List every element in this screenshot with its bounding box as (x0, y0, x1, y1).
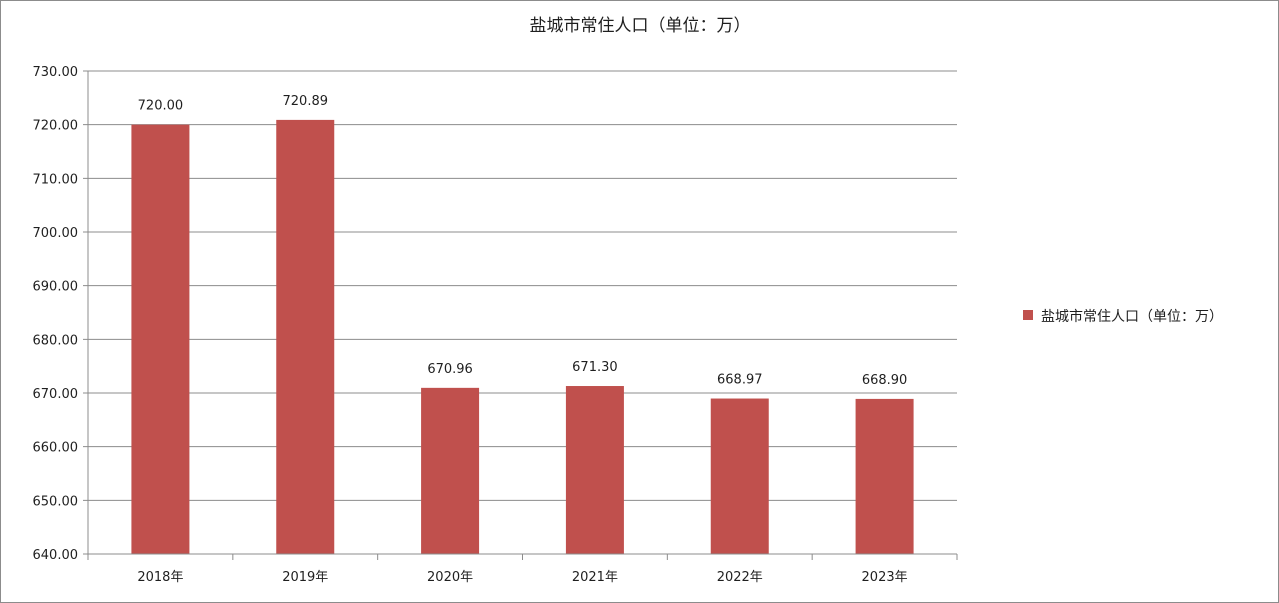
y-tick-label: 710.00 (33, 172, 79, 187)
y-tick-label: 660.00 (33, 441, 79, 456)
gridlines (83, 70, 957, 555)
data-label: 720.89 (283, 94, 329, 109)
x-tick-label: 2021年 (572, 570, 618, 585)
x-tick-label: 2018年 (137, 570, 183, 585)
bar (855, 398, 914, 554)
legend-swatch (1023, 310, 1033, 320)
y-tick-label: 670.00 (33, 387, 79, 402)
y-tick-label: 730.00 (33, 65, 79, 80)
bar (421, 387, 480, 554)
x-axis (87, 71, 958, 560)
x-tick-label: 2020年 (427, 570, 473, 585)
bars (131, 119, 914, 555)
y-axis-tick-labels: 640.00 650.00 660.00 670.00 680.00 690.00 700.… (33, 65, 79, 563)
data-labels: 720.00 720.89 670.96 671.30 668.97 668.90 (138, 94, 908, 388)
x-axis-tick-labels: 2018年 2019年 2020年 2021年 2022年 2023年 (137, 570, 907, 585)
legend: 盐城市常住人口（单位：万） (1023, 308, 1223, 325)
legend-label: 盐城市常住人口（单位：万） (1041, 308, 1223, 325)
chart-title: 盐城市常住人口（单位：万） (530, 16, 751, 36)
x-tick-label: 2023年 (862, 570, 908, 585)
y-tick-label: 680.00 (33, 333, 79, 348)
data-label: 670.96 (427, 362, 473, 377)
y-tick-label: 640.00 (33, 548, 79, 563)
bar (710, 398, 769, 554)
data-label: 668.90 (862, 373, 908, 388)
bar (565, 386, 624, 554)
data-label: 671.30 (572, 360, 618, 375)
y-tick-label: 700.00 (33, 226, 79, 241)
data-label: 720.00 (138, 99, 184, 114)
y-tick-label: 650.00 (33, 494, 79, 509)
x-tick-label: 2022年 (717, 570, 763, 585)
bar (276, 119, 335, 555)
data-label: 668.97 (717, 373, 763, 388)
y-tick-label: 690.00 (33, 280, 79, 295)
bar (131, 124, 190, 555)
y-tick-label: 720.00 (33, 119, 79, 134)
x-tick-label: 2019年 (282, 570, 328, 585)
